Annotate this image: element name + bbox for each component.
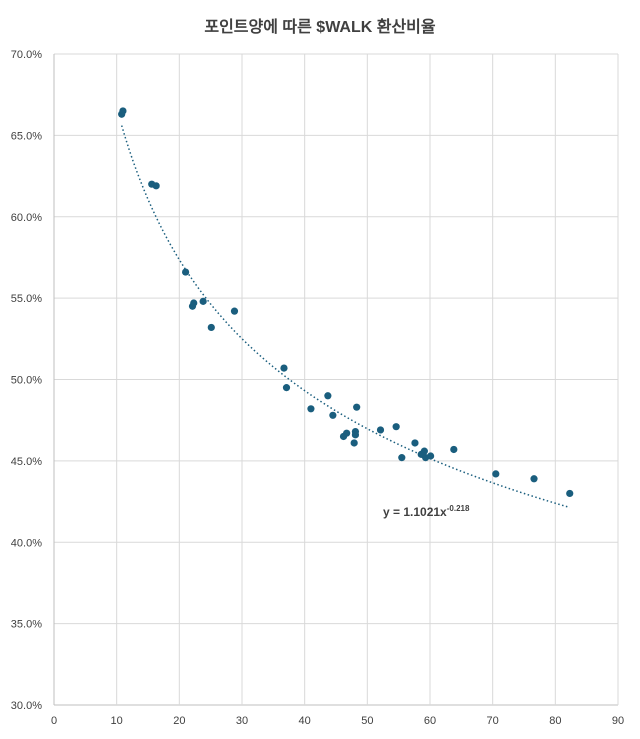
data-point: [282, 384, 291, 392]
data-point: [450, 445, 458, 454]
data-point: [420, 447, 428, 455]
data-point: [351, 427, 360, 436]
y-tick-label: 70.0%: [11, 49, 42, 61]
data-point: [530, 475, 538, 483]
y-tick-label: 55.0%: [11, 293, 42, 305]
data-point: [376, 426, 385, 434]
data-point: [152, 182, 160, 190]
y-tick-label: 45.0%: [11, 456, 42, 468]
x-tick-label: 20: [173, 715, 185, 727]
data-point: [343, 429, 351, 437]
data-point: [350, 439, 358, 447]
trendline-equation-main: y = 1.1021x: [383, 505, 447, 519]
data-point: [329, 411, 337, 419]
trendline: [120, 125, 570, 509]
data-point: [427, 452, 435, 460]
data-point: [324, 392, 332, 400]
chart-title: 포인트양에 따른 $WALK 환산비율: [204, 18, 436, 36]
data-point: [566, 489, 574, 498]
x-tick-label: 80: [549, 715, 561, 727]
y-tick-label: 35.0%: [11, 619, 42, 631]
x-tick-label: 90: [612, 715, 624, 727]
data-point: [230, 307, 239, 315]
data-point: [492, 470, 500, 478]
data-point: [307, 405, 315, 413]
data-point: [280, 364, 288, 372]
y-tick-label: 50.0%: [11, 375, 42, 387]
x-tick-label: 40: [299, 715, 311, 727]
data-points: [118, 107, 574, 498]
gridlines: [53, 53, 619, 706]
x-tick-label: 60: [424, 715, 436, 727]
data-point: [398, 454, 406, 462]
data-point: [190, 299, 198, 307]
x-tick-label: 30: [236, 715, 248, 727]
data-point: [199, 297, 207, 305]
x-tick-label: 0: [51, 715, 57, 727]
data-point: [182, 268, 190, 276]
data-point: [392, 423, 400, 431]
x-tick-label: 10: [111, 715, 123, 727]
trendline-equation: y = 1.1021x-0.218: [383, 504, 470, 519]
data-point: [207, 323, 215, 332]
data-point: [353, 403, 361, 411]
y-tick-label: 60.0%: [11, 212, 42, 224]
data-point: [119, 107, 127, 115]
y-tick-label: 40.0%: [11, 537, 42, 549]
x-tick-label: 70: [487, 715, 499, 727]
data-point: [411, 439, 419, 447]
tick-labels: 30.0% 35.0% 40.0% 45.0% 50.0% 55.0% 60.0% 65.0%…: [11, 49, 624, 727]
y-tick-label: 30.0%: [11, 700, 42, 712]
x-tick-label: 50: [361, 715, 373, 727]
y-tick-label: 65.0%: [11, 130, 42, 142]
trendline-equation-exponent: -0.218: [447, 504, 470, 513]
